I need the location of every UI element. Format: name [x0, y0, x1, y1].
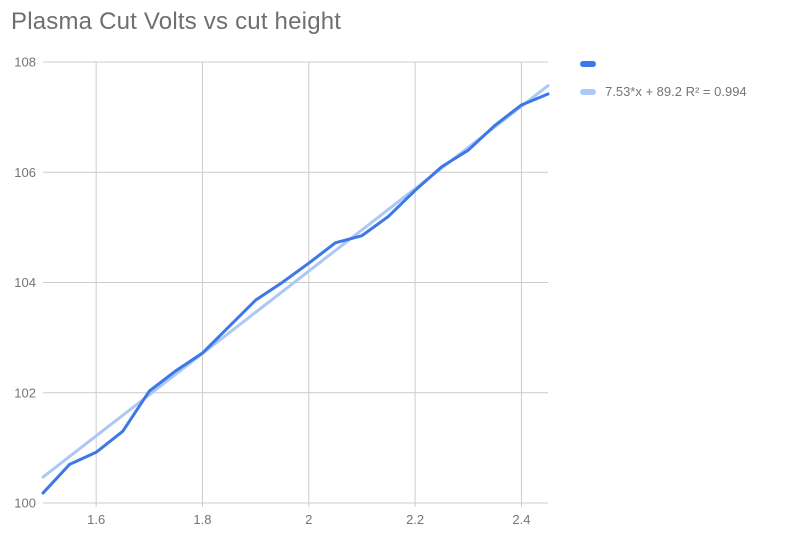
y-axis-tick-label: 106: [14, 165, 36, 180]
y-axis-tick-label: 100: [14, 496, 36, 511]
legend-item-series: [580, 56, 747, 71]
legend: 7.53*x + 89.2 R² = 0.994: [580, 56, 747, 99]
trendline-legend-label: 7.53*x + 89.2 R² = 0.994: [605, 84, 747, 99]
x-axis-tick-label: 1.6: [87, 512, 105, 527]
trendline-color-swatch: [580, 88, 596, 95]
x-axis-tick-label: 1.8: [193, 512, 211, 527]
x-axis-tick-label: 2: [305, 512, 312, 527]
chart-title: Plasma Cut Volts vs cut height: [11, 8, 342, 35]
y-axis-tick-label: 102: [14, 385, 36, 400]
x-axis-tick-label: 2.4: [512, 512, 530, 527]
series-color-swatch: [580, 60, 596, 67]
x-axis-tick-label: 2.2: [406, 512, 424, 527]
series-line-path: [41, 92, 550, 495]
legend-item-trendline: 7.53*x + 89.2 R² = 0.994: [580, 84, 747, 99]
y-axis-tick-label: 108: [14, 55, 36, 70]
trendline-path: [41, 84, 550, 479]
y-axis-tick-label: 104: [14, 275, 36, 290]
